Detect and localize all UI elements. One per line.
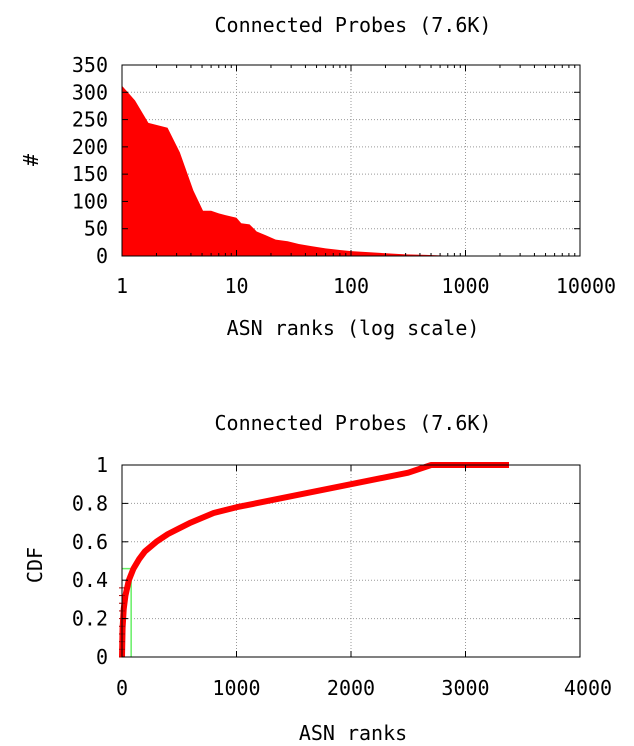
chart-bottom-x-label: ASN ranks <box>299 721 407 742</box>
chart-top-y-tick-label: 350 <box>72 53 108 77</box>
chart-top-x-tick-label: 10 <box>224 274 248 298</box>
chart-top-x-label: ASN ranks (log scale) <box>227 316 480 340</box>
chart-bottom-y-label: CDF <box>23 547 47 583</box>
chart-top-y-tick-label: 200 <box>72 135 108 159</box>
chart-top-y-tick-label: 100 <box>72 189 108 213</box>
chart-top-x-tick-label: 1000 <box>441 274 489 298</box>
chart-top-y-tick-label: 50 <box>84 217 108 241</box>
chart-bottom-y-tick-label: 0 <box>96 645 108 669</box>
chart-top-area <box>122 85 455 256</box>
chart-top-x-tick-label: 100 <box>333 274 369 298</box>
chart-bottom-title: Connected Probes (7.6K) <box>215 411 492 435</box>
chart-bottom-x-tick-label: 0 <box>116 676 128 700</box>
chart-bottom-y-tick-label: 0.4 <box>72 568 108 592</box>
chart-top-x-tick-label: 10000 <box>556 274 616 298</box>
chart-top: Connected Probes (7.6K) 0 50 100 150 200 250 3… <box>19 13 616 340</box>
chart-bottom-x-ticks: 0 1000 2000 3000 4000 <box>116 465 612 700</box>
chart-bottom-y-tick-label: 0.8 <box>72 491 108 515</box>
chart-bottom-x-tick-label: 4000 <box>564 676 612 700</box>
chart-top-x-ticks: 1 10 100 1000 10000 <box>116 65 616 298</box>
chart-top-grid <box>122 65 580 256</box>
chart-bottom-x-tick-label: 1000 <box>212 676 260 700</box>
chart-bottom-lines <box>119 462 510 658</box>
chart-bottom-y-tick-label: 0.2 <box>72 607 108 631</box>
chart-top-x-tick-label: 1 <box>116 274 128 298</box>
chart-top-area-fill <box>122 85 455 256</box>
chart-bottom-y-ticks: 0 0.2 0.4 0.6 0.8 1 <box>72 453 580 669</box>
chart-top-title: Connected Probes (7.6K) <box>215 13 492 37</box>
chart-top-y-tick-label: 150 <box>72 162 108 186</box>
chart-top-y-tick-label: 0 <box>96 244 108 268</box>
chart-bottom-y-tick-label: 0.6 <box>72 530 108 554</box>
chart-top-y-tick-label: 250 <box>72 108 108 132</box>
chart-top-y-tick-label: 300 <box>72 80 108 104</box>
chart-bottom: Connected Probes (7.6K) 0 0.2 0.4 0.6 0.8 1 0… <box>23 411 612 745</box>
chart-top-y-ticks: 0 50 100 150 200 250 300 350 <box>72 53 580 268</box>
chart-bottom-x-tick-label: 2000 <box>327 676 375 700</box>
chart-bottom-x-tick-label: 3000 <box>441 676 489 700</box>
chart-bottom-y-tick-label: 1 <box>96 453 108 477</box>
chart-bottom-grid <box>122 465 580 657</box>
chart-bottom-cdf-line <box>119 462 510 658</box>
chart-top-y-label: # <box>19 154 43 166</box>
